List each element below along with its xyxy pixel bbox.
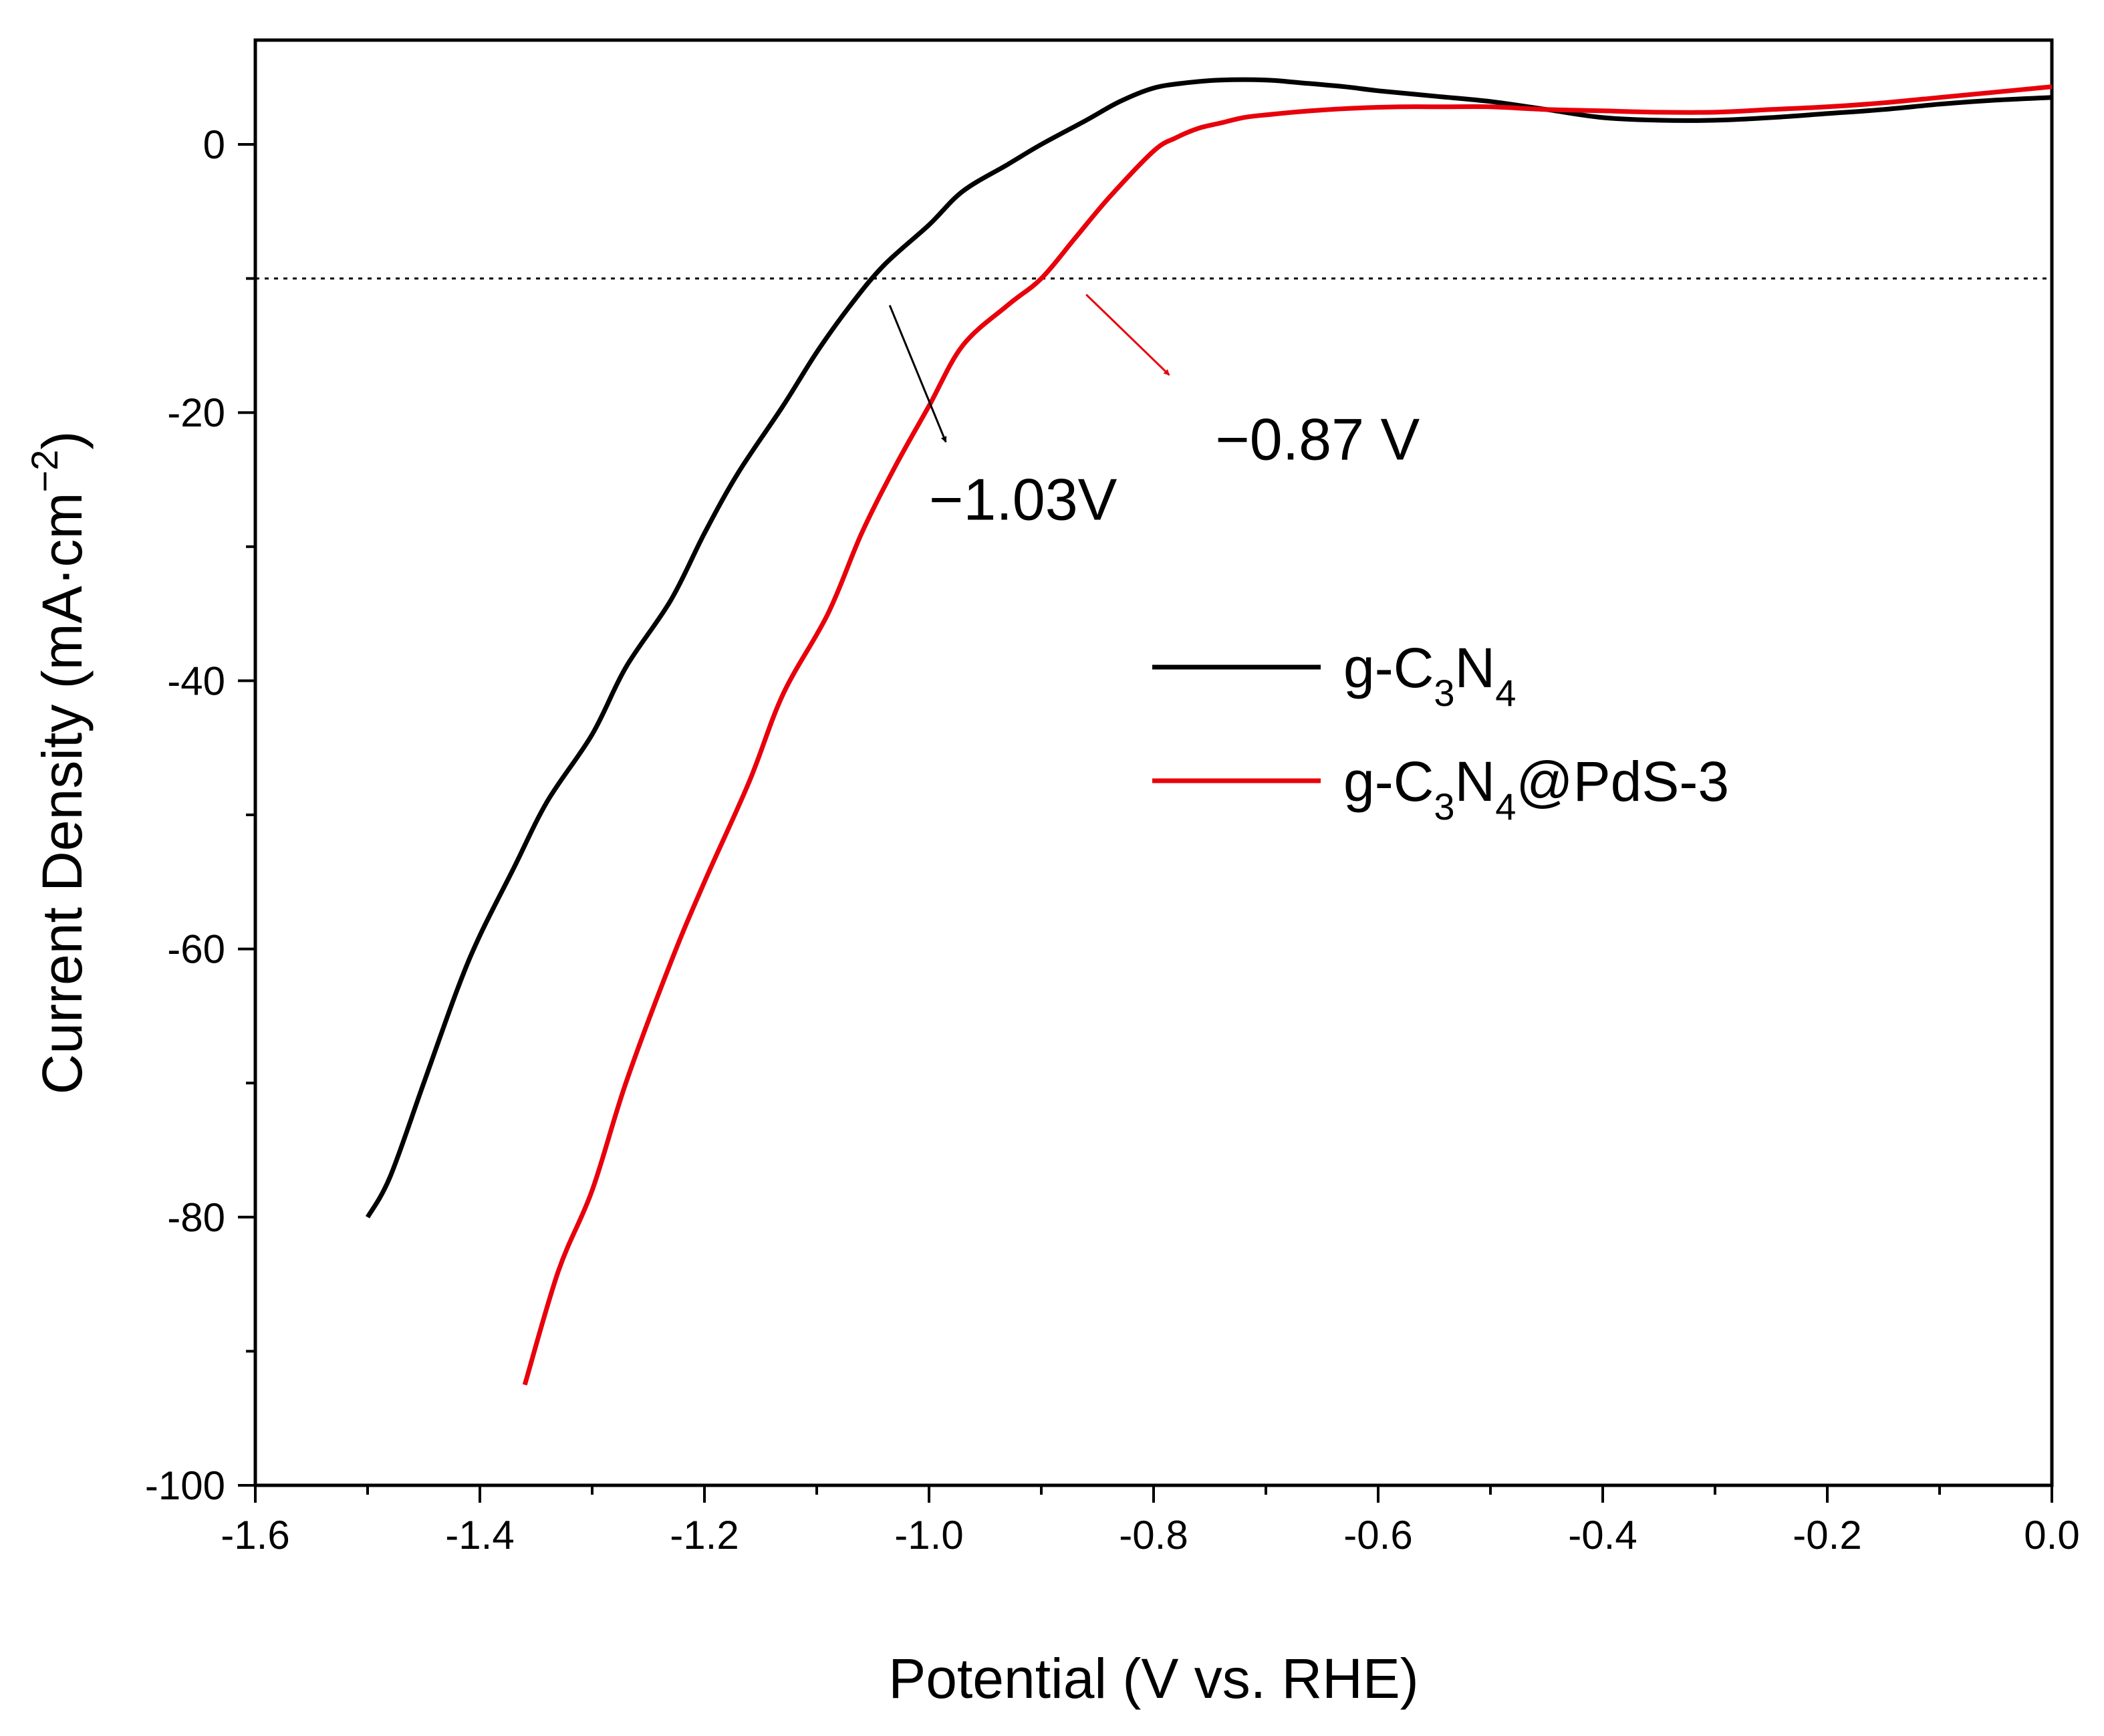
x-tick-label: 0.0: [2024, 1513, 2079, 1558]
x-tick-label: -1.2: [670, 1513, 739, 1558]
annotation-onset-g-c3n4: −1.03V: [929, 467, 1117, 533]
x-axis-ticks: -1.6 -1.4 -1.2 -1.0 -0.8 -0.6 -0.4 -0.2 0.0: [221, 1485, 2080, 1558]
x-tick-label: -0.8: [1119, 1513, 1188, 1558]
y-tick-label: -100: [145, 1463, 225, 1508]
plot-area: [253, 38, 2054, 1487]
x-tick-label: -0.6: [1343, 1513, 1412, 1558]
x-tick-label: -1.0: [894, 1513, 963, 1558]
series-line-g-c3n4: [365, 77, 2053, 1219]
y-tick-label: -40: [167, 658, 225, 703]
annotation-onset-g-c3n4-pds3: −0.87 V: [1215, 406, 1420, 472]
y-tick-label: -20: [167, 390, 225, 435]
y-axis-ticks: 0 -20 -40 -60 -80 -100: [145, 122, 255, 1508]
x-tick-label: -1.6: [221, 1513, 289, 1558]
y-tick-label: 0: [203, 122, 225, 167]
y-tick-label: -80: [167, 1195, 225, 1240]
annotation-arrow-red: [1085, 293, 1170, 376]
y-axis-title: Current Density (mA·cm−2): [23, 431, 94, 1095]
x-tick-label: -0.4: [1568, 1513, 1637, 1558]
legend: g-C3N4 g-C3N4@PdS-3: [1152, 636, 1729, 828]
y-tick-label: -60: [167, 927, 225, 972]
x-tick-label: -1.4: [445, 1513, 514, 1558]
x-tick-label: -0.2: [1793, 1513, 1861, 1558]
annotation-arrow-black: [888, 305, 947, 443]
legend-label-g-c3n4-pds3: g-C3N4@PdS-3: [1343, 750, 1729, 828]
series-line-g-c3n4-pds3: [522, 84, 2053, 1386]
legend-label-g-c3n4: g-C3N4: [1343, 636, 1516, 714]
x-axis-title: Potential (V vs. RHE): [888, 1647, 1419, 1710]
